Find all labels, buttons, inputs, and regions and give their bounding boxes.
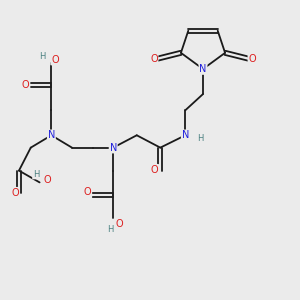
Text: O: O xyxy=(115,219,123,229)
Text: O: O xyxy=(151,165,158,175)
Text: N: N xyxy=(199,64,207,74)
Text: O: O xyxy=(51,55,59,64)
Text: H: H xyxy=(197,134,203,143)
Text: O: O xyxy=(150,54,158,64)
Text: H: H xyxy=(33,169,39,178)
Text: N: N xyxy=(48,130,55,140)
Text: O: O xyxy=(84,188,92,197)
Text: H: H xyxy=(107,225,113,234)
Text: O: O xyxy=(248,54,256,64)
Text: O: O xyxy=(22,80,30,90)
Text: O: O xyxy=(12,188,19,198)
Text: H: H xyxy=(39,52,46,61)
Text: N: N xyxy=(182,130,189,140)
Text: N: N xyxy=(110,142,117,153)
Text: O: O xyxy=(43,175,51,185)
